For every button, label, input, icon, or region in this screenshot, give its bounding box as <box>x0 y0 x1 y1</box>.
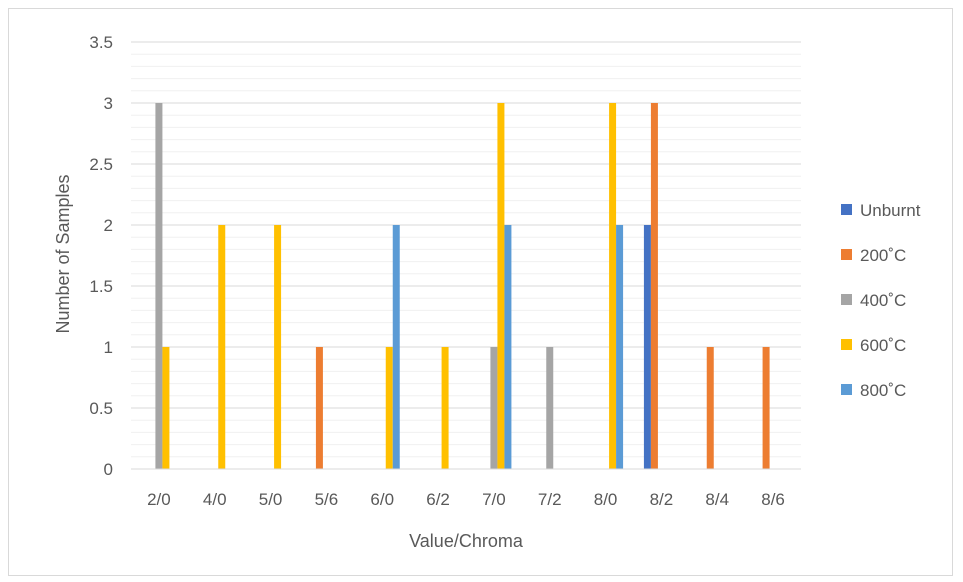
bar <box>546 347 554 469</box>
legend-label: 800˚C <box>860 381 906 400</box>
y-tick-label: 2.5 <box>89 155 113 174</box>
bar <box>504 225 512 469</box>
x-tick-label: 7/2 <box>538 490 562 509</box>
x-axis-tick-labels: 2/0 4/0 5/0 5/6 6/0 6/2 7/0 7/2 8/0 8/2 8/4 8/6 <box>147 490 785 509</box>
x-tick-label: 4/0 <box>203 490 227 509</box>
bar <box>650 103 658 469</box>
x-tick-label: 2/0 <box>147 490 171 509</box>
y-tick-label: 3.5 <box>89 33 113 52</box>
x-tick-label: 8/6 <box>761 490 785 509</box>
y-axis-tick-labels: 0 0.5 1 1.5 2 2.5 3 3.5 <box>89 33 113 479</box>
x-tick-label: 8/4 <box>705 490 729 509</box>
bar <box>385 347 393 469</box>
legend: Unburnt 200˚C 400˚C 600˚C 800˚C <box>841 201 921 400</box>
bar <box>441 347 449 469</box>
legend-swatch <box>841 204 852 215</box>
x-tick-label: 5/6 <box>315 490 339 509</box>
x-tick-label: 8/0 <box>594 490 618 509</box>
bar <box>155 103 163 469</box>
legend-swatch <box>841 294 852 305</box>
y-tick-label: 3 <box>104 94 113 113</box>
legend-swatch <box>841 249 852 260</box>
major-gridlines <box>131 41 801 409</box>
x-tick-label: 6/2 <box>426 490 450 509</box>
minor-gridlines <box>131 53 801 458</box>
bar <box>706 347 714 469</box>
legend-swatch <box>841 339 852 350</box>
x-axis-label: Value/Chroma <box>409 531 524 551</box>
bar <box>490 347 498 469</box>
bar <box>762 347 770 469</box>
y-tick-label: 2 <box>104 216 113 235</box>
y-tick-label: 1 <box>104 338 113 357</box>
legend-label: 400˚C <box>860 291 906 310</box>
y-tick-label: 0.5 <box>89 399 113 418</box>
bars <box>155 103 770 469</box>
bar <box>609 103 617 469</box>
x-tick-label: 5/0 <box>259 490 283 509</box>
y-tick-label: 1.5 <box>89 277 113 296</box>
y-tick-label: 0 <box>104 460 113 479</box>
bar <box>274 225 282 469</box>
legend-swatch <box>841 384 852 395</box>
x-tick-label: 6/0 <box>370 490 394 509</box>
bar <box>162 347 170 469</box>
x-tick-label: 8/2 <box>650 490 674 509</box>
legend-label: 200˚C <box>860 246 906 265</box>
bar <box>643 225 651 469</box>
x-tick-label: 7/0 <box>482 490 506 509</box>
y-axis-label: Number of Samples <box>53 174 73 333</box>
bar <box>497 103 505 469</box>
bar <box>315 347 323 469</box>
bar <box>616 225 624 469</box>
legend-label: 600˚C <box>860 336 906 355</box>
bar <box>392 225 400 469</box>
bar-chart: 0 0.5 1 1.5 2 2.5 3 3.5 2/0 4/0 5/0 5/6 6/0 6/2 7/0 7/… <box>53 33 921 551</box>
bar <box>218 225 226 469</box>
legend-label: Unburnt <box>860 201 921 220</box>
chart-frame: 0 0.5 1 1.5 2 2.5 3 3.5 2/0 4/0 5/0 5/6 6/0 6/2 7/0 7/… <box>8 8 953 576</box>
